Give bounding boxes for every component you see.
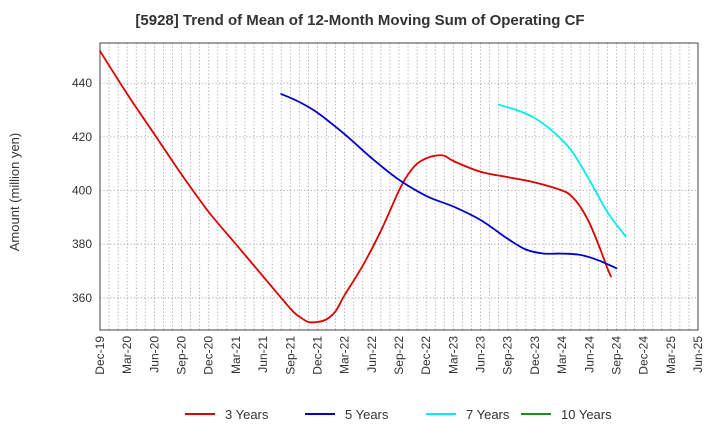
legend: 3 Years 5 Years 7 Years 10 Years xyxy=(185,407,612,422)
x-tick-label: Dec-22 xyxy=(419,336,433,375)
legend-label: 5 Years xyxy=(345,407,389,422)
x-tick-label: Mar-22 xyxy=(338,336,352,374)
chart-title: [5928] Trend of Mean of 12-Month Moving … xyxy=(135,12,585,29)
x-tick-label: Mar-25 xyxy=(664,336,678,374)
x-tick-label: Sep-20 xyxy=(175,336,189,375)
series-layer xyxy=(99,50,627,324)
legend-label: 3 Years xyxy=(225,407,269,422)
x-tick-label: Jun-21 xyxy=(256,336,270,373)
x-tick-label: Dec-19 xyxy=(93,336,107,375)
legend-item: 7 Years xyxy=(426,407,510,422)
series-line-5-years xyxy=(280,93,618,270)
x-tick-label: Sep-24 xyxy=(609,336,623,375)
x-tick-label: Mar-21 xyxy=(229,336,243,374)
legend-label: 10 Years xyxy=(561,407,612,422)
y-tick-label: 400 xyxy=(72,184,92,198)
plot-frame xyxy=(99,42,699,331)
x-tick-label: Jun-23 xyxy=(474,336,488,373)
y-tick-label: 360 xyxy=(72,291,92,305)
x-tick-label: Dec-24 xyxy=(637,336,651,375)
x-tick-label: Sep-23 xyxy=(501,336,515,375)
x-tick-label: Jun-25 xyxy=(691,336,705,373)
x-tick-label: Jun-24 xyxy=(582,336,596,373)
y-axis-label: Amount (million yen) xyxy=(7,133,22,252)
legend-item: 10 Years xyxy=(521,407,612,422)
x-tick-label: Jun-22 xyxy=(365,336,379,373)
y-tick-label: 440 xyxy=(72,76,92,90)
legend-item: 5 Years xyxy=(305,407,389,422)
y-tick-label: 380 xyxy=(72,237,92,251)
x-tick-label: Mar-23 xyxy=(446,336,460,374)
series-line-3-years xyxy=(99,50,612,324)
x-tick-label: Dec-23 xyxy=(528,336,542,375)
x-tick-label: Jun-20 xyxy=(147,336,161,373)
series-line-7-years xyxy=(497,103,627,237)
x-tick-label: Sep-22 xyxy=(392,336,406,375)
x-tick-label: Sep-21 xyxy=(283,336,297,375)
x-tick-label: Dec-21 xyxy=(310,336,324,375)
x-tick-label: Mar-20 xyxy=(120,336,134,374)
legend-item: 3 Years xyxy=(185,407,269,422)
x-tick-label: Mar-24 xyxy=(555,336,569,374)
legend-label: 7 Years xyxy=(466,407,510,422)
x-tick-label: Dec-20 xyxy=(202,336,216,375)
y-tick-label: 420 xyxy=(72,130,92,144)
axis-layer: 360 380 400 420 440 Dec-19 Mar-20 Jun-20 Sep-20 D… xyxy=(72,76,705,374)
